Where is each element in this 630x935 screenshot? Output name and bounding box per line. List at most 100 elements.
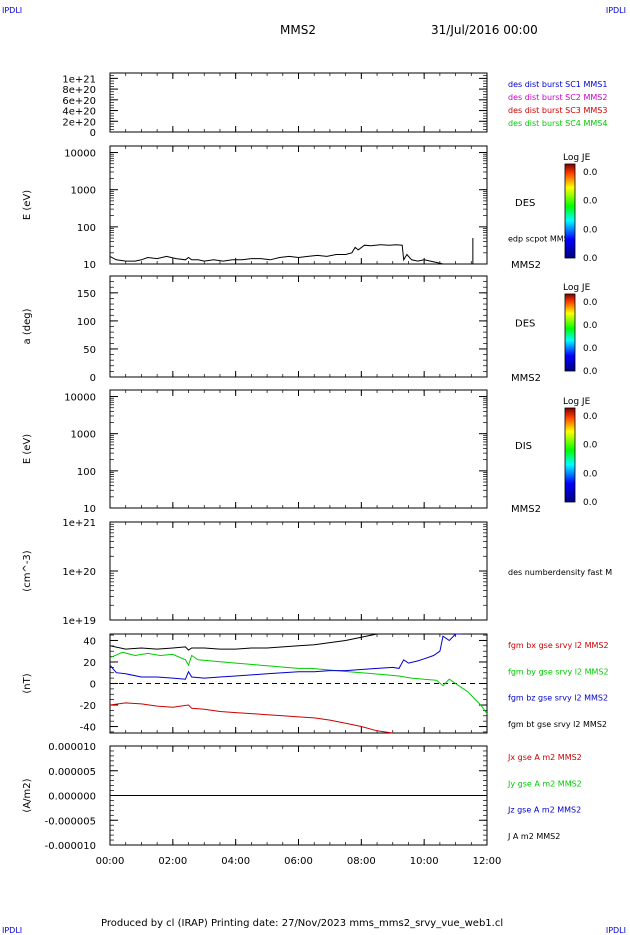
series-label: edp scpot MMS2 [508,235,574,244]
legend-entry: Jz gse A m2 MMS2 [507,806,581,815]
x-tick-label: 10:00 [410,856,439,867]
panel-frame [109,521,488,621]
y-tick-label: 2e+20 [62,117,96,128]
panel-frame [109,389,488,509]
series-line [109,651,488,714]
y-tick-label: -0.000005 [45,816,96,827]
y-tick-label: 10 [83,504,96,515]
y-axis-label: (cm^-3) [22,550,33,591]
y-axis-label: (nT) [22,673,33,693]
colorbar-tick-label: 0.0 [583,344,598,354]
y-tick-label: 0.000010 [48,742,96,753]
y-axis-label: E (eV) [22,434,33,464]
instrument-label: DIS [515,441,532,452]
y-tick-label: 40 [83,636,96,647]
y-tick-label: 10 [83,260,96,271]
legend-entry: des numberdensity fast M [508,568,612,577]
datetime-title: 31/Jul/2016 00:00 [431,23,538,37]
y-tick-label: 1e+19 [62,616,96,627]
legend-entry: fgm bx gse srvy l2 MMS2 [508,641,609,650]
y-tick-label: 100 [77,467,96,478]
y-tick-label: 150 [77,289,96,300]
legend-entry: Jy gse A m2 MMS2 [507,779,582,788]
legend-entry: fgm bz gse srvy l2 MMS2 [508,694,608,703]
y-axis-label: a (deg) [22,308,33,344]
colorbar-title: Log JE [563,153,591,163]
panel-frame [109,145,488,265]
legend-entry: fgm bt gse srvy l2 MMS2 [508,720,607,729]
legend-entry: des dist burst SC3 MMS3 [508,106,607,115]
x-tick-label: 00:00 [96,856,125,867]
colorbar [564,293,576,372]
panel-current: 0.000010 0.000005 0.000000 -0.000005 -0.0000… [22,742,582,852]
colorbar-tick-label: 0.0 [583,168,598,178]
colorbar-tick-label: 0.0 [583,367,598,377]
y-tick-label: 10000 [64,149,96,160]
x-tick-label: 06:00 [284,856,313,867]
y-axis-label: (A/m2) [22,778,33,812]
x-tick-label: 04:00 [221,856,250,867]
y-tick-label: -0.000010 [45,841,96,852]
y-tick-label: 1e+20 [62,567,96,578]
x-tick-label: 12:00 [473,856,502,867]
y-tick-label: 1000 [71,430,96,441]
y-tick-label: 100 [77,223,96,234]
y-tick-label: 4e+20 [62,107,96,118]
legend-entry: des dist burst SC1 MMS1 [508,80,607,89]
legend-entry: des dist burst SC4 MMS4 [508,119,607,128]
footer-credit: Produced by cl (IRAP) Printing date: 27/… [101,918,504,929]
corner-label-top-left: IPDLI [2,6,23,15]
panel-des_energy: 10000 1000 100 10 E (eV) DES MMS2 edp scpot MMS… [22,145,598,271]
y-tick-label: 0.000005 [48,767,96,778]
colorbar-tick-label: 0.0 [583,412,598,422]
x-tick-label: 02:00 [158,856,187,867]
colorbar-tick-label: 0.0 [583,298,598,308]
y-tick-label: 0 [90,373,96,384]
panel-fgm: 40 20 0 -20 -40 (nT) fgm bx gse srvy l2 MMS2 fg… [22,633,609,734]
y-tick-label: 1000 [71,186,96,197]
colorbar-tick-label: 0.0 [583,321,598,331]
y-tick-label: 0 [90,680,96,691]
panel-frame [109,275,488,378]
spacecraft-title: MMS2 [280,23,316,37]
spacecraft-label: MMS2 [511,260,541,271]
series-line [109,244,447,265]
colorbar [564,163,576,259]
colorbar-title: Log JE [563,397,591,407]
legend-entry: fgm by gse srvy l2 MMS2 [508,667,609,676]
y-tick-label: 0.000000 [48,792,96,803]
x-tick-label: 08:00 [347,856,376,867]
y-tick-label: 20 [83,658,96,669]
y-tick-label: 1e+21 [62,518,96,529]
panel-des_pitch: 150 100 50 0 a (deg) DES MMS2 Log JE 0.0 0.0 0.0 0.… [22,275,598,384]
series-line [109,633,462,680]
legend-entry: Jx gse A m2 MMS2 [507,753,582,762]
colorbar [564,407,576,503]
y-axis-label: E (eV) [22,190,33,220]
spacecraft-label: MMS2 [511,504,541,515]
series-line [109,633,378,651]
y-tick-label: 100 [77,317,96,328]
instrument-label: DES [515,198,535,209]
colorbar-title: Log JE [563,283,591,293]
series-line [109,702,393,734]
y-tick-label: 1e+21 [62,74,96,85]
spacecraft-label: MMS2 [511,373,541,384]
colorbar-tick-label: 0.0 [583,254,598,264]
legend-entry: J A m2 MMS2 [507,832,560,841]
panel-dis_energy: 10000 1000 100 10 E (eV) DIS MMS2 Log JE 0.0 0.0 0… [22,389,598,515]
colorbar-tick-label: 0.0 [583,469,598,479]
colorbar-tick-label: 0.0 [583,441,598,451]
corner-label-top-right: IPDLI [605,6,626,15]
y-tick-label: -20 [80,701,96,712]
y-tick-label: 8e+20 [62,85,96,96]
y-tick-label: -40 [80,723,96,734]
colorbar-tick-label: 0.0 [583,498,598,508]
colorbar-tick-label: 0.0 [583,225,598,235]
panel-frame [109,72,488,133]
panel-density: 1e+21 1e+20 1e+19 (cm^-3) des numberdensity … [22,518,612,627]
y-tick-label: 10000 [64,393,96,404]
corner-label-bottom-left: IPDLI [2,926,23,935]
